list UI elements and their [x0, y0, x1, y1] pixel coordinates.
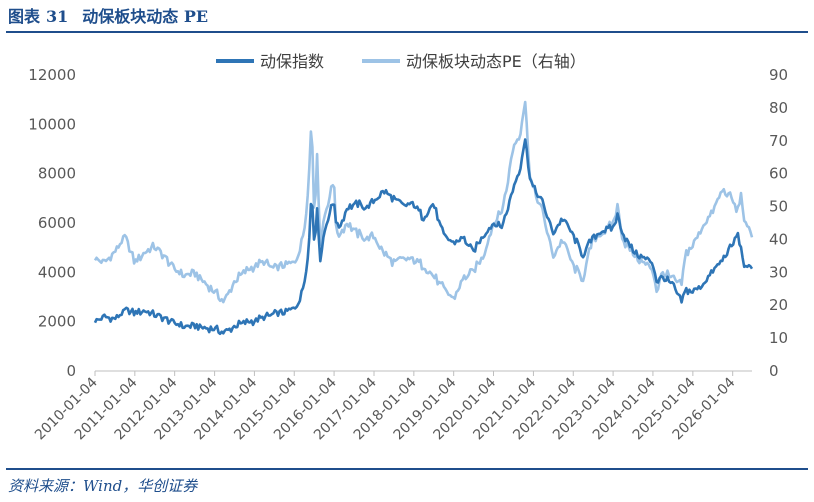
series-layer	[93, 100, 754, 336]
legend-item-index-label: 动保指数	[260, 52, 324, 71]
y-left-tick-label: 4000	[38, 263, 76, 281]
y-right-tick-label: 50	[769, 198, 788, 216]
y-left-tick-label: 10000	[28, 115, 76, 133]
figure-title-text: 动保板块动态 PE	[82, 7, 209, 26]
y-right-tick-label: 70	[769, 132, 788, 150]
source-note: 资料来源：Wind，华创证券	[8, 477, 198, 495]
series-line-index	[93, 138, 754, 336]
figure-label: 图表	[8, 7, 41, 26]
pe-chart: 0 2000 4000 6000 8000 10000 12000 0 10 20 30 40 50 60…	[28, 52, 788, 443]
series-line-pe	[93, 100, 754, 304]
y-right-tick-label: 0	[769, 362, 779, 380]
title-rule	[6, 31, 808, 33]
y-right-tick-label: 30	[769, 263, 788, 281]
y-left-tick-label: 6000	[38, 214, 76, 232]
y-right-tick-label: 90	[769, 66, 788, 84]
chart-legend: 动保指数 动保板块动态PE（右轴）	[216, 52, 586, 71]
legend-item-pe-label: 动保板块动态PE（右轴）	[406, 52, 586, 71]
figure-number: 31	[46, 7, 69, 26]
y-right-tick-label: 40	[769, 230, 788, 248]
y-right-tick-label: 10	[769, 329, 788, 347]
y-left-tick-label: 0	[66, 362, 76, 380]
y-right-tick-label: 60	[769, 165, 788, 183]
y-left-tick-label: 8000	[38, 165, 76, 183]
y-left-tick-label: 12000	[28, 66, 76, 84]
source-rule	[6, 468, 808, 470]
y-right-tick-label: 20	[769, 296, 788, 314]
figure-title: 图表 31 动保板块动态 PE	[8, 5, 208, 29]
y-right-tick-label: 80	[769, 99, 788, 117]
y-left-tick-label: 2000	[38, 313, 76, 331]
